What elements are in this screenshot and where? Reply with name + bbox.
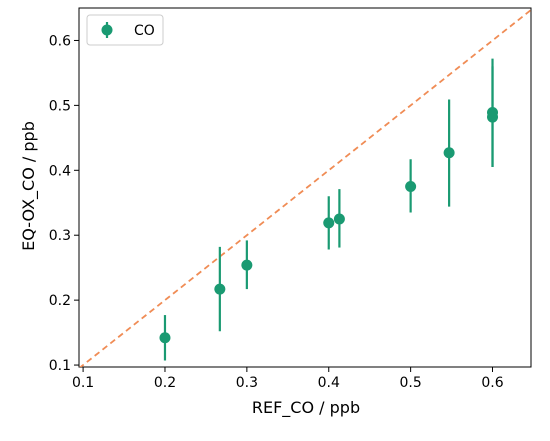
x-tick-label: 0.5 [399,375,421,391]
x-axis-ticks: 0.1 0.2 0.3 0.4 0.5 0.6 [72,367,504,391]
x-tick-label: 0.2 [154,375,176,391]
y-tick-label: 0.4 [49,163,71,179]
data-point [405,159,417,213]
data-marker [323,217,335,229]
data-point [333,189,345,248]
x-tick-label: 0.3 [236,375,258,391]
x-tick-label: 0.4 [318,375,340,391]
y-axis-ticks: 0.1 0.2 0.3 0.4 0.5 0.6 [49,33,79,374]
y-tick-label: 0.3 [49,228,71,244]
data-marker [159,332,171,344]
y-tick-label: 0.1 [49,358,71,374]
data-point [159,315,171,361]
data-point [443,99,455,207]
y-tick-label: 0.5 [49,98,71,114]
legend: CO [86,14,164,46]
y-tick-label: 0.2 [49,293,71,309]
y-tick-label: 0.6 [49,33,71,49]
reference-line [79,9,531,367]
data-marker [487,111,499,123]
data-marker [214,283,226,295]
reference-line-layer [79,9,531,367]
x-tick-label: 0.1 [72,375,94,391]
legend-marker-icon [101,22,113,38]
data-marker [333,213,345,225]
legend-marker-dot [101,24,113,36]
data-marker [241,259,253,271]
data-point [323,196,335,250]
plot-frame [78,7,532,368]
data-marker [405,181,417,193]
data-point [241,240,253,290]
legend-label-co: CO [134,23,155,39]
data-point [214,246,226,332]
x-tick-label: 0.6 [481,375,503,391]
x-axis-label: REF_CO / ppb [252,398,360,418]
y-axis-label: EQ-OX_CO / ppb [19,121,39,251]
data-points-layer [159,58,499,361]
data-point [487,66,499,168]
plot-area [78,7,532,368]
data-marker [443,147,455,159]
